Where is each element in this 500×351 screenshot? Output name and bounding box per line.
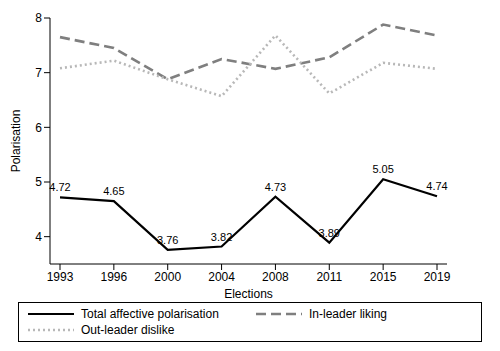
- svg-text:3.82: 3.82: [211, 231, 232, 243]
- svg-text:4.74: 4.74: [426, 180, 447, 192]
- svg-text:4.72: 4.72: [49, 181, 70, 193]
- svg-text:Elections: Elections: [224, 287, 273, 300]
- svg-text:3.76: 3.76: [157, 234, 178, 246]
- svg-text:2004: 2004: [208, 270, 235, 284]
- svg-text:1993: 1993: [47, 270, 74, 284]
- svg-text:2019: 2019: [424, 270, 451, 284]
- html-text:Total affective polarisation: Total affective polarisation: [81, 307, 219, 321]
- svg-text:Polarisation: Polarisation: [9, 110, 23, 173]
- html-text:In-leader liking: In-leader liking: [309, 307, 387, 321]
- svg-text:1996: 1996: [101, 270, 128, 284]
- svg-text:4.65: 4.65: [103, 185, 124, 197]
- svg-text:2015: 2015: [370, 270, 397, 284]
- svg-text:5: 5: [35, 175, 42, 189]
- html-text:Out-leader dislike: Out-leader dislike: [81, 323, 175, 337]
- svg-text:8: 8: [35, 11, 42, 25]
- svg-text:7: 7: [35, 66, 42, 80]
- svg-text:2008: 2008: [262, 270, 289, 284]
- svg-text:4: 4: [35, 230, 42, 244]
- svg-text:3.89: 3.89: [319, 227, 340, 239]
- svg-text:6: 6: [35, 121, 42, 135]
- svg-text:4.73: 4.73: [265, 181, 286, 193]
- svg-text:2011: 2011: [316, 270, 342, 284]
- svg-text:5.05: 5.05: [372, 163, 393, 175]
- svg-text:2000: 2000: [154, 270, 181, 284]
